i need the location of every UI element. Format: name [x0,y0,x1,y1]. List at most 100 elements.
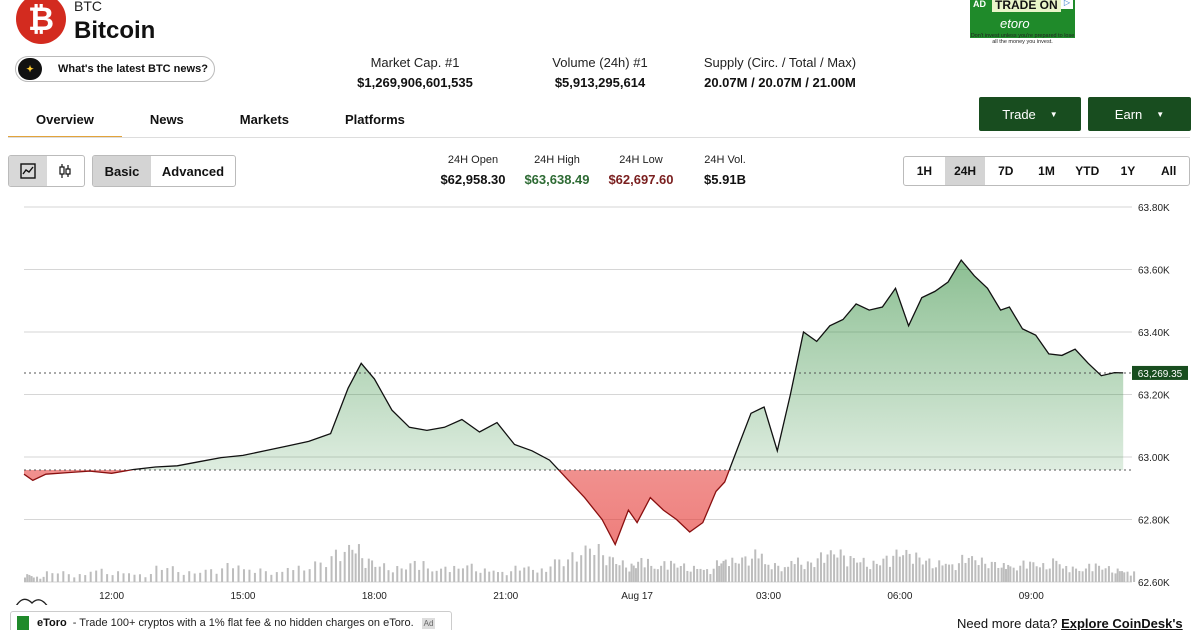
volume-bar [892,555,895,582]
volume-bar [510,571,513,582]
volume-bar [89,571,92,582]
volume-bar [351,549,354,582]
volume-bar [737,563,740,582]
volume-bar [111,575,114,582]
range-1h[interactable]: 1H [916,164,933,178]
volume-bar [475,571,478,582]
earn-button[interactable]: Earn ▼ [1088,97,1191,131]
volume-bar [699,568,702,582]
basic-mode-button[interactable]: Basic [93,156,151,186]
volume-bar [457,568,460,582]
volume-bar [597,544,600,582]
volume-bar [1015,570,1018,582]
volume-bar [637,561,640,582]
stat-label: Volume (24h) #1 [552,55,648,70]
volume-bar [193,573,196,582]
coindesk-api-link[interactable]: Explore CoinDesk's API [1061,616,1183,630]
volume-bar [232,568,235,582]
volume-bar [1133,571,1136,582]
volume-bar [852,558,855,582]
volume-bar [308,569,311,582]
volume-bar [374,566,377,582]
volume-bar [1116,568,1119,582]
volume-bar [117,571,120,582]
footer-ad[interactable]: eToro - Trade 100+ cryptos with a 1% fla… [10,611,452,630]
stat-value: 20.07M / 20.07M / 21.00M [704,75,856,90]
latest-news-button[interactable]: ✦ What's the latest BTC news? [15,56,215,82]
volume-bar [872,560,875,582]
range-1m[interactable]: 1M [1038,164,1055,178]
volume-bar [138,574,141,582]
volume-bar [977,565,980,582]
volume-bar [418,569,421,582]
chart-mode-toggle: Basic Advanced [92,155,236,187]
latest-news-label: What's the latest BTC news? [58,63,208,75]
volume-bar [435,570,438,582]
ad-choices-icon[interactable]: ▷ [1061,0,1073,9]
volume-bar [149,574,152,582]
volume-bar [575,561,578,582]
volume-bar [371,560,374,582]
volume-bar [36,576,39,582]
range-ytd[interactable]: YTD [1075,164,1100,178]
ad-brand: etoro [1000,16,1030,31]
volume-bar [221,568,224,582]
volume-bar [426,568,429,582]
range-1y[interactable]: 1Y [1120,164,1136,178]
volume-bar [144,577,147,582]
volume-bar [466,565,469,582]
volume-bar [348,544,351,582]
volume-bar [461,568,464,582]
volume-bar [1107,566,1110,582]
volume-bar [650,565,653,582]
volume-bar [931,568,934,582]
volume-bar [237,565,240,582]
volume-bar [625,567,628,582]
volume-bar [24,577,26,582]
volume-bar [405,569,408,582]
line-chart-icon[interactable] [9,156,47,186]
volume-bar [944,563,947,582]
volume-bar [673,563,676,582]
volume-bar [669,560,672,582]
y-axis-tick-label: 63.80K [1138,203,1170,214]
etoro-ad-banner[interactable]: AD TRADE ON etoro ▷ [970,0,1075,38]
volume-bar [199,572,202,582]
coin-symbol: BTC [74,0,102,14]
volume-bar [204,569,207,582]
volume-bar [787,566,790,582]
volume-bar [30,576,33,582]
volume-bar [334,549,337,582]
stat-label: Supply (Circ. / Total / Max) [703,55,857,70]
market-cap-stat: Market Cap. #1 $1,269,906,601,535 [330,55,500,90]
volume-bar [128,573,131,582]
price-chart[interactable]: 63.80K 63.60K 63.40K 63.20K 63.00K 62.80K 62.6… [0,195,1200,605]
volume-bar [793,564,796,582]
volume-bar [856,562,859,582]
volume-bar [292,570,295,582]
volume-bar [171,566,174,582]
tab-platforms[interactable]: Platforms [344,112,405,127]
candlestick-chart-icon[interactable] [47,156,85,186]
volume-bar [911,563,914,582]
advanced-mode-button[interactable]: Advanced [161,163,225,179]
volume-bar [67,574,70,582]
volume-bar [810,562,813,582]
tab-overview[interactable]: Overview [8,104,122,138]
volume-bar [1123,572,1126,582]
volume-bar [303,570,306,582]
range-7d[interactable]: 7D [998,164,1014,178]
range-24h[interactable]: 24H [944,157,986,185]
volume-bar [611,557,614,582]
stat-value: $1,269,906,601,535 [357,75,473,90]
volume-bar [846,566,849,582]
volume-bar [879,565,882,582]
tab-news[interactable]: News [149,112,184,127]
stat-value: $5,913,295,614 [554,75,646,90]
range-all[interactable]: All [1161,164,1177,178]
tab-markets[interactable]: Markets [239,112,289,127]
x-axis-tick-label: Aug 17 [621,591,653,602]
need-more-label: Need more data? [957,616,1058,630]
trade-button[interactable]: Trade ▼ [979,97,1081,131]
volume-bar [1055,560,1058,582]
